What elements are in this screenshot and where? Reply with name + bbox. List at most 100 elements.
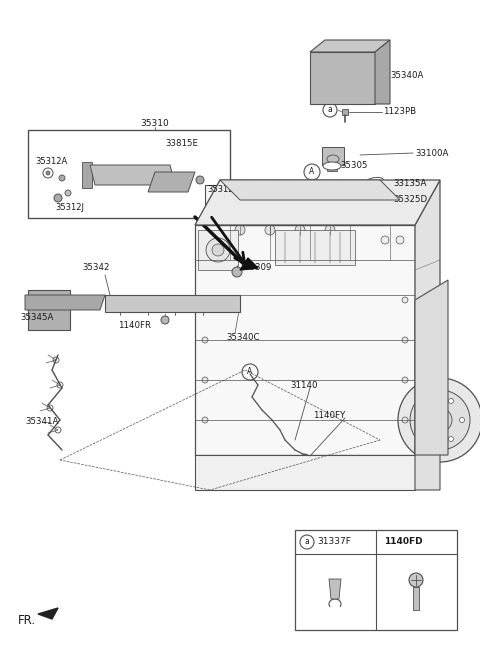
Circle shape: [226, 236, 234, 244]
Circle shape: [301, 454, 309, 462]
Circle shape: [202, 297, 208, 303]
Polygon shape: [25, 295, 105, 310]
Circle shape: [427, 398, 432, 403]
Circle shape: [410, 390, 470, 450]
Polygon shape: [240, 258, 258, 270]
Polygon shape: [28, 290, 70, 330]
Text: A: A: [310, 168, 314, 177]
Text: A: A: [247, 367, 252, 376]
Circle shape: [323, 103, 337, 117]
Circle shape: [304, 164, 320, 180]
Circle shape: [381, 236, 389, 244]
Text: 35340C: 35340C: [226, 332, 260, 342]
Circle shape: [57, 382, 63, 388]
Text: 31337F: 31337F: [317, 537, 351, 547]
Polygon shape: [415, 280, 448, 455]
Text: 35305: 35305: [340, 160, 368, 170]
Text: 1140FR: 1140FR: [118, 321, 151, 330]
Circle shape: [373, 198, 377, 202]
Polygon shape: [105, 295, 240, 312]
Polygon shape: [413, 587, 419, 610]
Text: a: a: [305, 537, 310, 547]
Circle shape: [402, 337, 408, 343]
Circle shape: [211, 236, 219, 244]
Circle shape: [196, 176, 204, 184]
Circle shape: [428, 408, 452, 432]
Ellipse shape: [362, 177, 384, 189]
Circle shape: [232, 267, 242, 277]
Polygon shape: [342, 109, 348, 115]
Circle shape: [59, 175, 65, 181]
Polygon shape: [220, 180, 400, 200]
Polygon shape: [148, 172, 195, 192]
Circle shape: [202, 417, 208, 423]
Circle shape: [300, 535, 314, 549]
Text: 33815E: 33815E: [165, 139, 198, 148]
Circle shape: [144, 298, 152, 306]
Polygon shape: [195, 225, 415, 455]
Polygon shape: [375, 40, 390, 104]
Text: 35342: 35342: [82, 263, 109, 273]
Circle shape: [396, 236, 404, 244]
Circle shape: [427, 436, 432, 442]
Polygon shape: [310, 40, 390, 52]
Text: 35312J: 35312J: [55, 202, 84, 212]
Text: 35312A: 35312A: [35, 158, 67, 166]
Bar: [275, 230, 355, 265]
Polygon shape: [415, 180, 440, 455]
Text: 35345A: 35345A: [20, 313, 53, 321]
Circle shape: [65, 190, 71, 196]
Circle shape: [369, 194, 381, 206]
Circle shape: [171, 298, 179, 306]
Text: 35325D: 35325D: [393, 196, 427, 204]
Polygon shape: [195, 455, 415, 490]
Circle shape: [212, 244, 224, 256]
Bar: [28, 130, 230, 218]
Circle shape: [398, 378, 480, 462]
Bar: [198, 230, 238, 270]
Circle shape: [459, 417, 465, 422]
Circle shape: [382, 202, 398, 218]
Circle shape: [43, 168, 53, 178]
Text: 33100A: 33100A: [415, 148, 448, 158]
Circle shape: [325, 225, 335, 235]
Polygon shape: [82, 162, 92, 188]
Text: 35312H: 35312H: [207, 185, 240, 194]
Polygon shape: [205, 185, 385, 225]
Polygon shape: [90, 165, 175, 185]
Circle shape: [295, 225, 305, 235]
Bar: [295, 530, 457, 630]
Circle shape: [202, 377, 208, 383]
Circle shape: [46, 171, 50, 175]
Text: 35310: 35310: [141, 120, 169, 129]
Circle shape: [402, 377, 408, 383]
Text: FR.: FR.: [18, 614, 36, 627]
Polygon shape: [327, 163, 337, 171]
Circle shape: [265, 225, 275, 235]
Circle shape: [402, 297, 408, 303]
Text: 1140FY: 1140FY: [313, 411, 345, 420]
Circle shape: [53, 357, 59, 363]
Circle shape: [206, 238, 230, 262]
Circle shape: [202, 337, 208, 343]
Text: 35340A: 35340A: [390, 70, 423, 79]
Text: a: a: [328, 106, 332, 114]
Text: 1140FD: 1140FD: [384, 537, 422, 547]
Circle shape: [116, 298, 124, 306]
Ellipse shape: [323, 162, 341, 170]
Text: 1123PB: 1123PB: [383, 108, 416, 116]
Circle shape: [416, 417, 420, 422]
Circle shape: [199, 298, 207, 306]
Circle shape: [55, 427, 61, 433]
Circle shape: [161, 316, 169, 324]
Circle shape: [402, 417, 408, 423]
Circle shape: [54, 194, 62, 202]
Circle shape: [242, 364, 258, 380]
Polygon shape: [329, 579, 341, 599]
Polygon shape: [322, 147, 344, 165]
Circle shape: [448, 436, 454, 442]
Polygon shape: [195, 180, 440, 225]
Text: 35309: 35309: [244, 263, 271, 273]
Circle shape: [235, 225, 245, 235]
Circle shape: [448, 398, 454, 403]
